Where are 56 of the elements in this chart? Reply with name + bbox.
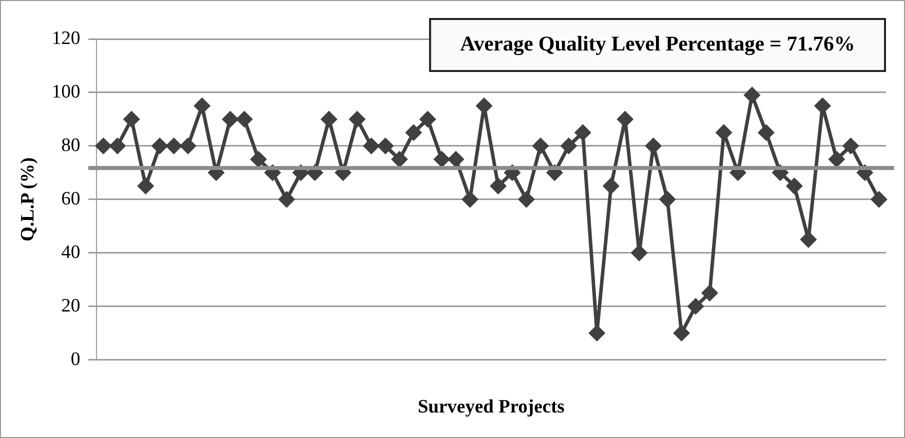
point [166,138,182,154]
point [194,98,210,114]
point [674,325,690,341]
point [222,111,238,127]
point [110,138,126,154]
point [364,138,380,154]
point [660,192,676,208]
annotation: Average Quality Level Percentage = 71.76% [460,31,855,56]
point [138,178,154,194]
point [420,111,436,127]
point [560,138,576,154]
point [617,111,633,127]
point [321,111,337,127]
point [716,124,732,140]
y-tick-label: 120 [52,28,80,49]
point [448,152,464,168]
point [152,138,168,154]
point [646,138,662,154]
point [96,138,112,154]
point [476,98,492,114]
point [434,152,450,168]
y-axis-title: Q.L.P (%) [17,157,38,242]
point [392,152,408,168]
point [786,178,802,194]
point [688,298,704,314]
point [124,111,140,127]
point [490,178,506,194]
point [278,192,294,208]
point [180,138,196,154]
point [575,124,591,140]
y-tick-label: 60 [61,188,80,210]
y-tick-label: 40 [61,242,80,263]
point [871,192,887,208]
point [406,124,422,140]
point [532,138,548,154]
point [828,152,844,168]
y-tick-label: 20 [61,295,80,316]
point [814,98,830,114]
point [378,138,394,154]
point [236,111,252,127]
point [631,245,647,261]
point [589,325,605,341]
point [250,152,266,168]
point [518,192,534,208]
point [603,178,619,194]
point [842,138,858,154]
y-tick-label: 80 [61,134,80,156]
point [758,124,774,140]
point [744,87,760,103]
point [702,285,718,301]
y-tick-label: 100 [52,81,80,102]
x-axis-title: Surveyed Projects [418,396,565,418]
point [349,111,365,127]
point [800,232,816,248]
point [462,192,478,208]
y-tick-label: 0 [70,348,80,370]
